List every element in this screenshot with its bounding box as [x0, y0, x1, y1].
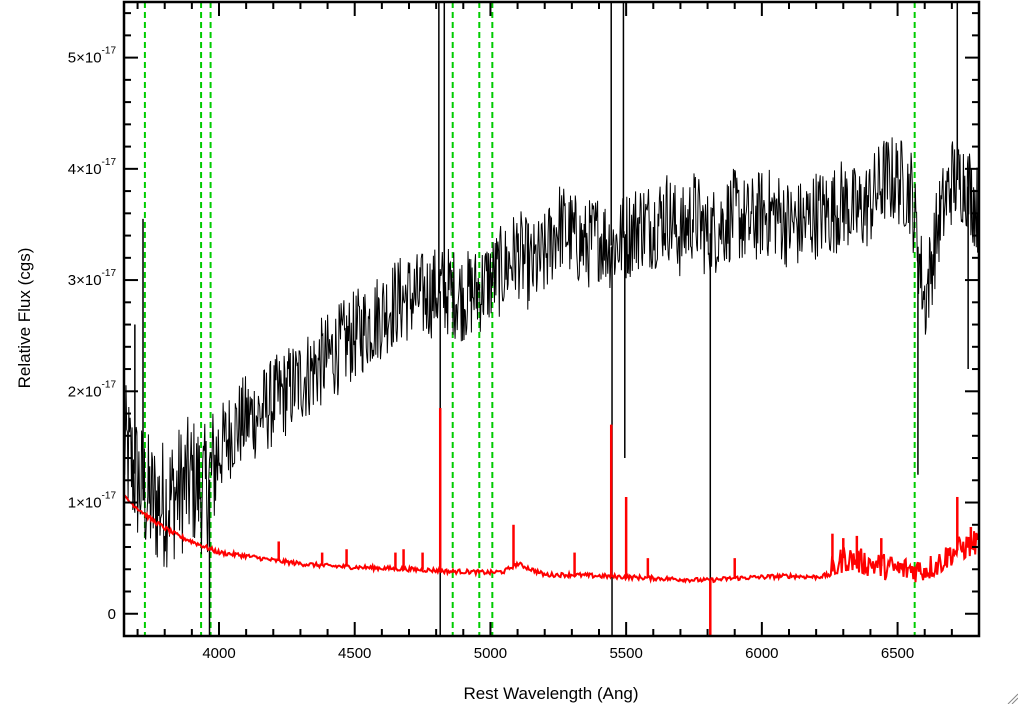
observed-spectrum-line — [124, 137, 979, 568]
x-axis-label: Rest Wavelength (Ang) — [463, 684, 638, 703]
y-axis-label: Relative Flux (cgs) — [15, 248, 34, 389]
y-tick-label: 4×10-17 — [68, 157, 117, 178]
model-spectrum — [124, 407, 979, 636]
model-spectrum-line — [124, 493, 979, 584]
y-tick-label: 2×10-17 — [68, 379, 117, 400]
observed-spectrum — [124, 2, 979, 636]
plot-border — [122, 0, 981, 638]
x-tick-label: 4500 — [338, 645, 371, 662]
x-tick-label: 5500 — [609, 645, 642, 662]
y-tick-label: 3×10-17 — [68, 268, 117, 289]
resize-grip-icon[interactable] — [1006, 692, 1018, 704]
x-tick-label: 6000 — [745, 645, 778, 662]
axis-ticks — [124, 2, 980, 637]
y-tick-label: 1×10-17 — [68, 491, 117, 512]
tick-labels: 4000 4500 5000 5500 6000 6500 0 1×10-17 2×10-17 3… — [68, 46, 915, 662]
y-tick-label: 5×10-17 — [68, 46, 117, 67]
x-tick-label: 4000 — [202, 645, 235, 662]
emission-line-markers — [143, 2, 916, 636]
x-tick-label: 6500 — [881, 645, 914, 662]
x-tick-label: 5000 — [474, 645, 507, 662]
y-tick-label: 0 — [108, 606, 116, 623]
plot-frame — [122, 0, 981, 638]
